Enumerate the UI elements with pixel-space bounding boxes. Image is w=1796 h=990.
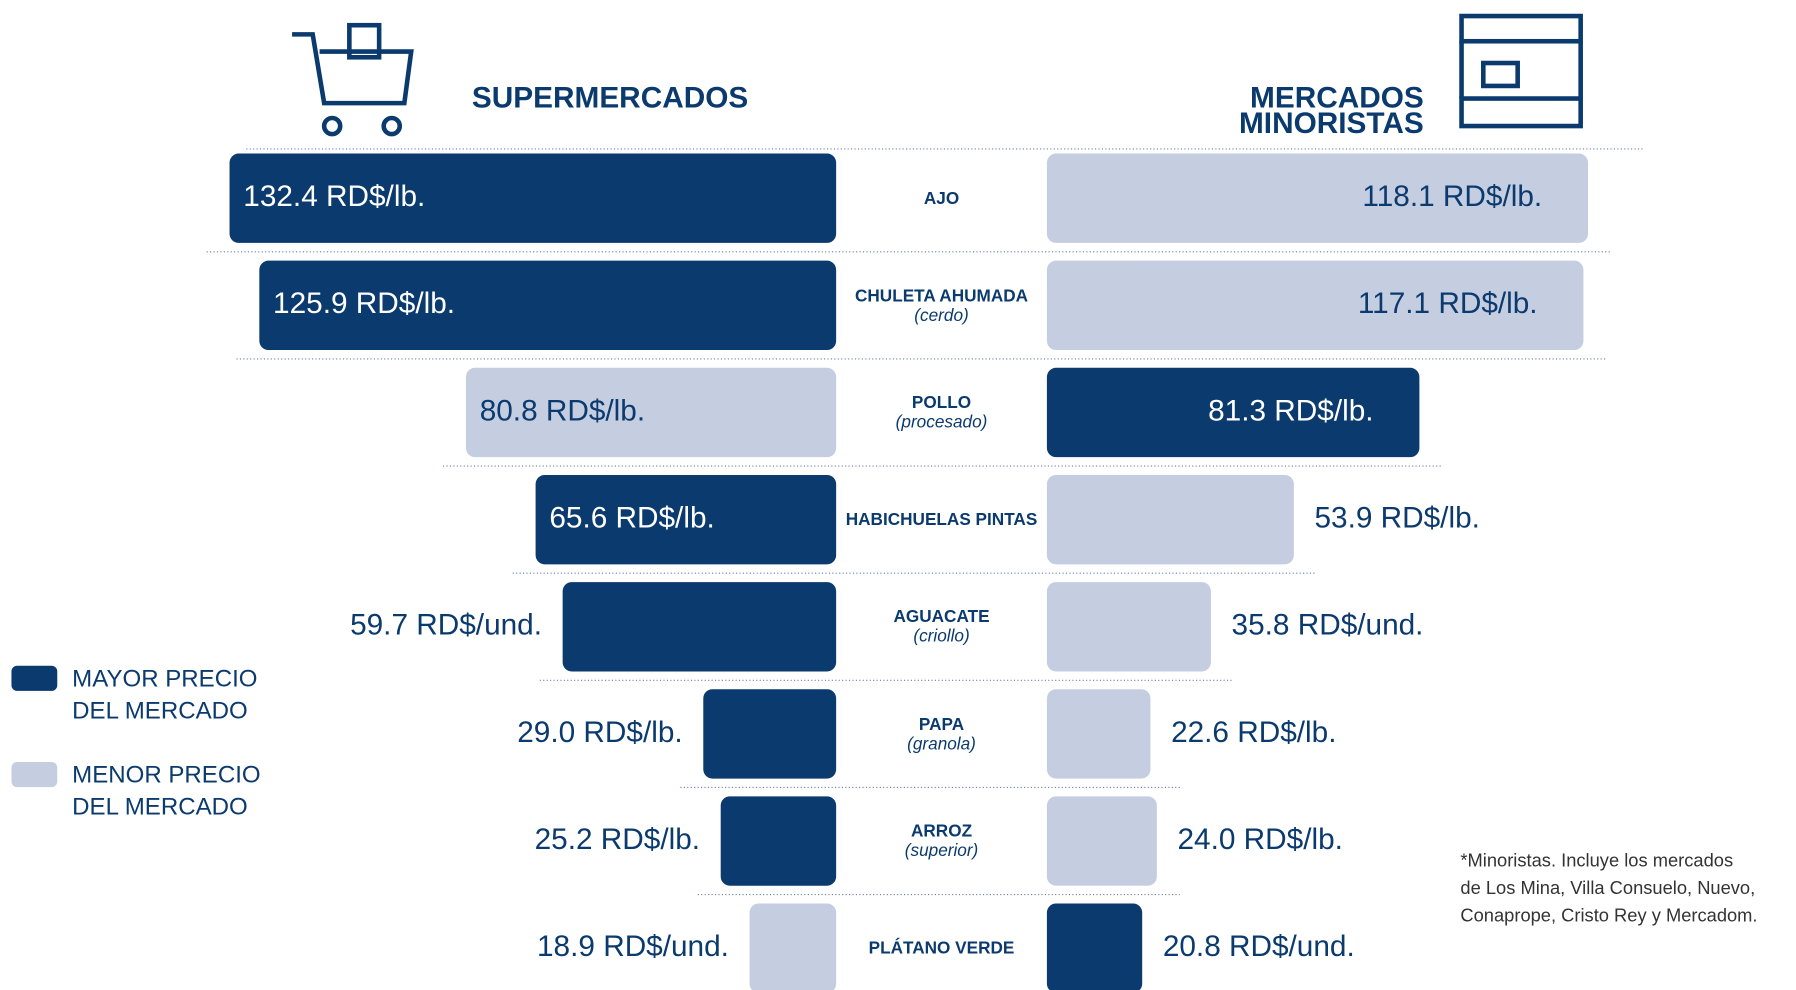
category-name: ARROZ — [911, 822, 972, 841]
bar — [1047, 475, 1294, 564]
value-label: 22.6 RD$/lb. — [1171, 716, 1336, 749]
category-name: AJO — [924, 188, 959, 207]
bar — [563, 582, 837, 671]
value-label: 25.2 RD$/lb. — [535, 823, 700, 856]
cart-icon — [292, 25, 411, 134]
bar — [1047, 689, 1151, 778]
value-label: 132.4 RD$/lb. — [243, 180, 425, 213]
value-label: 53.9 RD$/lb. — [1314, 501, 1479, 534]
category-label: AJO — [842, 152, 1041, 244]
footnote: *Minoristas. Incluye los mercados — [1460, 850, 1733, 871]
value-label: 117.1 RD$/lb. — [1358, 287, 1538, 320]
category-label: AGUACATE(criollo) — [842, 581, 1041, 673]
category-note: (granola) — [907, 734, 976, 753]
legend-label: MAYOR PRECIO DEL MERCADO — [72, 663, 301, 727]
legend-label-text: MENOR PRECIO DEL MERCADO — [72, 762, 260, 820]
category-label: POLLO(procesado) — [842, 367, 1041, 459]
page: 132.4 RD$/lb. 118.1 RD$/lb. 125.9 RD$/lb. 1… — [0, 0, 1796, 990]
value-label: 24.0 RD$/lb. — [1177, 823, 1342, 856]
category-name: POLLO — [912, 393, 971, 412]
bar — [1047, 582, 1211, 671]
footnote: de Los Mina, Villa Consuelo, Nuevo, — [1460, 877, 1755, 898]
value-label: 81.3 RD$/lb. — [1208, 394, 1373, 427]
stage: 132.4 RD$/lb. 118.1 RD$/lb. 125.9 RD$/lb. 1… — [0, 0, 1796, 990]
value-label: 65.6 RD$/lb. — [549, 501, 714, 534]
bar — [750, 903, 837, 990]
category-label: PLÁTANO VERDE — [842, 902, 1041, 990]
legend-swatch — [11, 762, 57, 787]
value-label: 59.7 RD$/und. — [350, 609, 542, 642]
bar — [721, 796, 836, 885]
category-name: AGUACATE — [893, 607, 989, 626]
value-label: 29.0 RD$/lb. — [517, 716, 682, 749]
category-label: ARROZ(superior) — [842, 795, 1041, 887]
legend-label: MENOR PRECIO DEL MERCADO — [72, 760, 301, 824]
value-label: 35.8 RD$/und. — [1232, 609, 1424, 642]
series-header: SUPERMERCADOS — [472, 80, 748, 116]
series-header-text: MERCADOS MINORISTAS — [1239, 80, 1424, 140]
category-name: PLÁTANO VERDE — [869, 938, 1015, 957]
category-note: (criollo) — [913, 627, 969, 646]
category-name: HABICHUELAS PINTAS — [846, 510, 1038, 529]
category-label: HABICHUELAS PINTAS — [842, 474, 1041, 566]
category-note: (superior) — [905, 841, 979, 860]
category-name: CHULETA AHUMADA — [855, 286, 1028, 305]
value-label: 125.9 RD$/lb. — [273, 287, 455, 320]
footnote: Conaprope, Cristo Rey y Mercadom. — [1460, 905, 1757, 926]
value-label: 118.1 RD$/lb. — [1362, 180, 1542, 213]
stall-icon — [1462, 16, 1581, 126]
value-label: 80.8 RD$/lb. — [480, 394, 645, 427]
category-label: PAPA(granola) — [842, 688, 1041, 780]
value-label: 20.8 RD$/und. — [1163, 930, 1355, 963]
series-header: MERCADOS MINORISTAS — [1195, 85, 1424, 135]
bar — [703, 689, 836, 778]
category-note: (cerdo) — [914, 305, 968, 324]
value-label: 18.9 RD$/und. — [537, 930, 729, 963]
category-name: PAPA — [919, 714, 964, 733]
bar — [1047, 796, 1157, 885]
bar — [1047, 903, 1142, 990]
category-note: (procesado) — [896, 412, 988, 431]
category-label: CHULETA AHUMADA(cerdo) — [842, 260, 1041, 352]
legend-swatch — [11, 666, 57, 691]
legend-label-text: MAYOR PRECIO DEL MERCADO — [72, 666, 257, 724]
